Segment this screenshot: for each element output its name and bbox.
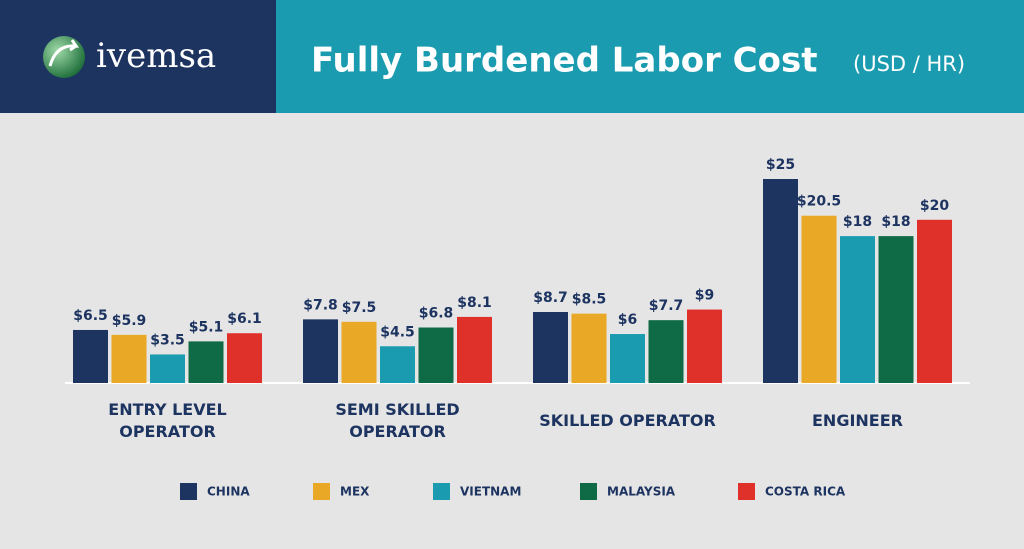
bar (687, 309, 722, 383)
value-label: $20 (920, 198, 949, 214)
value-label: $18 (881, 214, 910, 230)
bar (840, 236, 875, 383)
value-label: $25 (766, 157, 795, 173)
x-tick-label: SEMI SKILLED OPERATOR (335, 400, 460, 441)
bar (303, 319, 338, 383)
bar (227, 333, 262, 383)
bar (917, 219, 952, 383)
legend-swatch (313, 483, 330, 500)
bar (648, 320, 684, 383)
bar (150, 354, 185, 383)
value-label: $6 (618, 312, 637, 328)
value-label: $6.1 (227, 311, 262, 327)
bar (73, 329, 108, 383)
legend-label: COSTA RICA (765, 485, 846, 499)
value-label: $18 (843, 214, 872, 230)
value-label: $4.5 (380, 324, 415, 340)
bar (111, 334, 147, 383)
bar (763, 179, 798, 383)
logo-icon (43, 36, 85, 78)
chart-subtitle: (USD / HR) (853, 52, 965, 76)
bar (533, 312, 568, 383)
legend-label: VIETNAM (460, 485, 521, 499)
bar (341, 321, 377, 383)
x-tick-label: ENTRY LEVEL OPERATOR (108, 400, 227, 441)
bar (457, 316, 492, 383)
logo-arrow (48, 39, 80, 67)
chart-title: Fully Burdened Labor Cost (311, 41, 817, 81)
bar (610, 334, 645, 383)
bar (188, 341, 224, 383)
value-label: $9 (695, 288, 714, 304)
value-label: $20.5 (797, 194, 841, 210)
value-label: $8.5 (572, 292, 607, 308)
value-label: $7.5 (342, 300, 377, 316)
legend-label: MALAYSIA (607, 485, 676, 499)
value-label: $5.1 (189, 319, 224, 335)
legend-label: CHINA (207, 485, 250, 499)
value-label: $5.9 (112, 313, 147, 329)
value-label: $8.7 (533, 290, 568, 306)
bar (801, 215, 837, 383)
x-tick-label: SKILLED OPERATOR (539, 411, 716, 430)
legend-swatch (180, 483, 197, 500)
logo-text: ivemsa (96, 36, 216, 76)
legend-swatch (433, 483, 450, 500)
bar (878, 236, 914, 383)
legend-swatch (580, 483, 597, 500)
bar (380, 346, 415, 383)
bar (418, 327, 454, 383)
legend-swatch (738, 483, 755, 500)
value-label: $7.8 (303, 297, 338, 313)
legend-label: MEX (340, 485, 370, 499)
x-tick-label: ENGINEER (812, 411, 903, 430)
title-panel (276, 0, 1024, 113)
value-label: $7.7 (649, 298, 684, 314)
bar (571, 313, 607, 383)
value-label: $6.8 (419, 306, 454, 322)
value-label: $3.5 (150, 332, 185, 348)
value-label: $6.5 (73, 308, 108, 324)
value-label: $8.1 (457, 295, 492, 311)
